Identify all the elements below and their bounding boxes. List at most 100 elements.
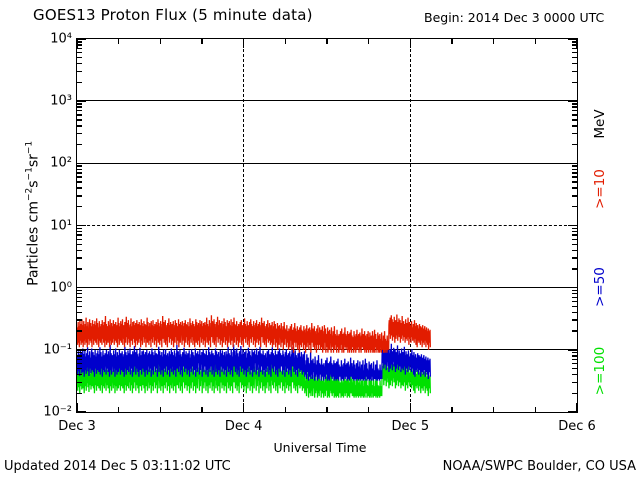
y-tick-minor-left [77,268,82,270]
y-tick-minor-right [572,227,577,230]
y-tick-minor-left [77,296,82,298]
y-tick-minor-right [572,300,577,303]
y-tick-label: 10⁻² [43,404,72,420]
day-boundary-line [242,39,244,412]
y-tick-major-left [77,224,86,227]
y-tick-minor-right [572,70,577,73]
y-tick-minor-right [572,132,577,135]
y-tick-minor-right [572,125,577,127]
y-tick-label: 10⁴ [50,31,72,47]
y-tick-minor-right [572,230,577,233]
y-tick-minor-right [572,81,577,84]
y-tick-minor-right [572,57,577,59]
y-tick-minor-right [572,381,577,384]
y-tick-minor-left [77,305,82,308]
y-tick-minor-right [572,257,577,259]
x-tick-minor-top [201,39,203,44]
y-tick-minor-left [77,168,82,171]
gridline-y [77,100,577,102]
y-tick-minor-right [572,114,577,116]
y-tick-minor-left [77,330,82,332]
plot-area [76,38,578,413]
y-tick-minor-left [77,227,82,230]
y-tick-minor-right [572,234,577,236]
y-tick-minor-left [77,110,82,112]
y-tick-minor-left [77,238,82,240]
y-tick-minor-left [77,300,82,303]
y-tick-major-right [568,286,577,289]
y-tick-label: 10⁻¹ [43,342,72,358]
y-tick-label: 10² [50,155,72,171]
y-tick-minor-right [572,296,577,298]
x-tick-minor-top [534,39,537,44]
y-tick-minor-left [77,125,82,127]
y-tick-minor-left [77,181,82,183]
y-tick-major-right [568,411,577,413]
threshold-gridline-y [77,224,577,226]
x-tick-minor-top [117,39,120,44]
y-axis-label: Particles cm−2s−1sr−1 [24,140,42,286]
y-tick-minor-right [572,355,577,357]
y-tick-minor-right [572,243,577,245]
y-tick-minor-left [77,57,82,59]
x-tick-label: Dec 4 [224,419,263,434]
x-tick-minor-bottom [284,407,287,412]
y-tick-major-left [77,38,86,40]
y-tick-minor-right [572,238,577,240]
data-series-layer [77,314,431,398]
y-tick-minor-left [77,206,82,208]
y-tick-major-right [568,100,577,102]
y-tick-major-right [568,38,577,40]
y-tick-minor-left [77,230,82,233]
y-tick-minor-right [572,392,577,394]
x-tick-major-bottom [576,403,578,412]
y-tick-minor-left [77,257,82,259]
y-tick-minor-left [77,289,82,292]
y-tick-minor-left [77,132,82,135]
y-tick-minor-right [572,367,577,370]
x-tick-minor-bottom [159,407,162,412]
y-tick-minor-right [572,351,577,354]
y-tick-minor-right [572,47,577,50]
x-tick-major-bottom [76,403,78,412]
page-title: GOES13 Proton Flux (5 minute data) [33,6,313,24]
y-tick-minor-left [77,81,82,84]
y-tick-minor-left [77,106,82,108]
series-trace [77,343,431,381]
y-tick-minor-right [572,41,577,43]
series-trace [77,360,431,398]
legend-entry: >=100 [592,346,608,396]
y-tick-minor-right [572,110,577,112]
y-tick-minor-left [77,195,82,197]
y-tick-minor-left [77,319,82,321]
x-tick-minor-bottom [201,407,203,412]
y-tick-minor-left [77,52,82,54]
y-tick-minor-left [77,165,82,167]
y-tick-minor-right [572,330,577,332]
x-tick-minor-top [367,39,370,44]
y-tick-minor-left [77,103,82,105]
y-tick-minor-left [77,351,82,354]
x-tick-minor-top [284,39,287,44]
y-tick-minor-left [77,114,82,116]
y-tick-minor-left [77,355,82,357]
gridline-y [77,286,577,288]
y-tick-minor-right [572,106,577,108]
legend-entry: >=50 [592,267,608,307]
y-tick-minor-left [77,187,82,189]
x-tick-minor-top [326,39,328,44]
y-tick-minor-right [572,103,577,105]
y-tick-minor-right [572,311,577,314]
x-tick-label: Dec 3 [58,419,96,434]
y-tick-minor-right [572,168,577,171]
y-tick-minor-right [572,289,577,292]
y-tick-minor-right [572,44,577,46]
x-tick-major-top [242,39,245,48]
y-tick-minor-right [572,63,577,65]
y-tick-minor-left [77,358,82,361]
x-tick-minor-bottom [492,407,495,412]
y-tick-major-left [77,349,86,351]
y-tick-major-right [568,349,577,351]
y-tick-minor-right [572,165,577,167]
